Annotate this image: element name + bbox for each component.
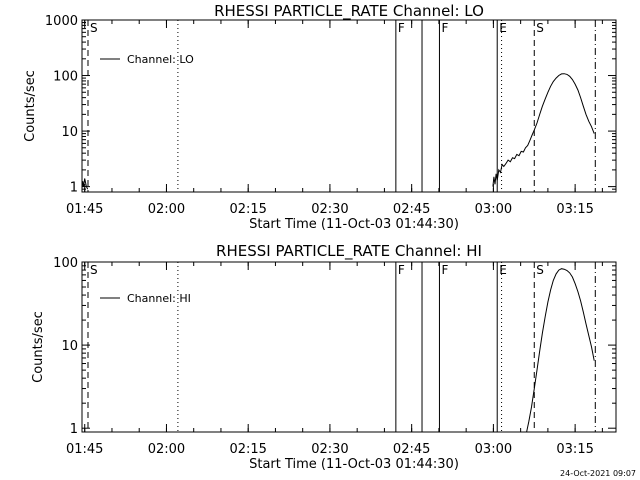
x-axis-label: Start Time (11-Oct-03 01:44:30): [249, 457, 459, 472]
data-series-line: [492, 73, 595, 187]
chart-title: RHESSI PARTICLE_RATE Channel: HI: [216, 242, 482, 261]
flag-letter: S: [90, 263, 98, 277]
y-tick-label: 100: [53, 70, 78, 85]
y-tick-label: 100: [53, 256, 78, 271]
x-tick-label: 02:15: [229, 202, 266, 217]
y-tick-label: 1000: [45, 14, 78, 29]
x-tick-label: 02:00: [148, 442, 185, 457]
generation-timestamp: 24-Oct-2021 09:07: [560, 469, 636, 478]
flag-letter: E: [499, 21, 507, 35]
y-tick-label: 10: [61, 125, 78, 140]
flag-letter: S: [536, 263, 544, 277]
legend-label: Channel: LO: [127, 53, 194, 66]
flag-letter: S: [536, 21, 544, 35]
hi-channel-panel: RHESSI PARTICLE_RATE Channel: HI 01:45 02:…: [31, 242, 617, 472]
x-tick-label: 02:30: [311, 442, 348, 457]
x-tick-label: 03:00: [475, 442, 512, 457]
flag-letter: S: [90, 21, 98, 35]
x-tick-label: 03:15: [556, 202, 593, 217]
y-tick-label: 10: [61, 339, 78, 354]
y-tick-label: 1: [70, 181, 78, 196]
y-axis-label: Counts/sec: [23, 70, 38, 142]
flag-letter: F: [398, 21, 405, 35]
plot-frame: [81, 261, 617, 433]
data-series-line: [526, 268, 595, 433]
lo-channel-panel: RHESSI PARTICLE_RATE Channel: LO 01:45 02:…: [23, 2, 617, 232]
x-tick-label: 02:45: [393, 202, 430, 217]
x-tick-label: 02:45: [393, 442, 430, 457]
flag-letter: F: [441, 263, 448, 277]
flag-letter: F: [441, 21, 448, 35]
x-tick-label: 01:45: [66, 442, 103, 457]
legend-label: Channel: HI: [127, 292, 191, 305]
y-axis-label: Counts/sec: [31, 311, 46, 383]
y-tick-label: 1: [70, 422, 78, 437]
x-tick-label: 02:00: [148, 202, 185, 217]
x-tick-label: 03:15: [556, 442, 593, 457]
x-tick-label: 02:15: [229, 442, 266, 457]
flag-letter: F: [398, 263, 405, 277]
chart-title: RHESSI PARTICLE_RATE Channel: LO: [214, 2, 484, 21]
x-tick-label: 03:00: [475, 202, 512, 217]
plot-frame: [81, 19, 617, 193]
data-series-line: [81, 178, 89, 190]
x-axis-label: Start Time (11-Oct-03 01:44:30): [249, 217, 459, 232]
flag-letter: E: [499, 263, 507, 277]
x-tick-label: 01:45: [66, 202, 103, 217]
x-tick-label: 02:30: [311, 202, 348, 217]
